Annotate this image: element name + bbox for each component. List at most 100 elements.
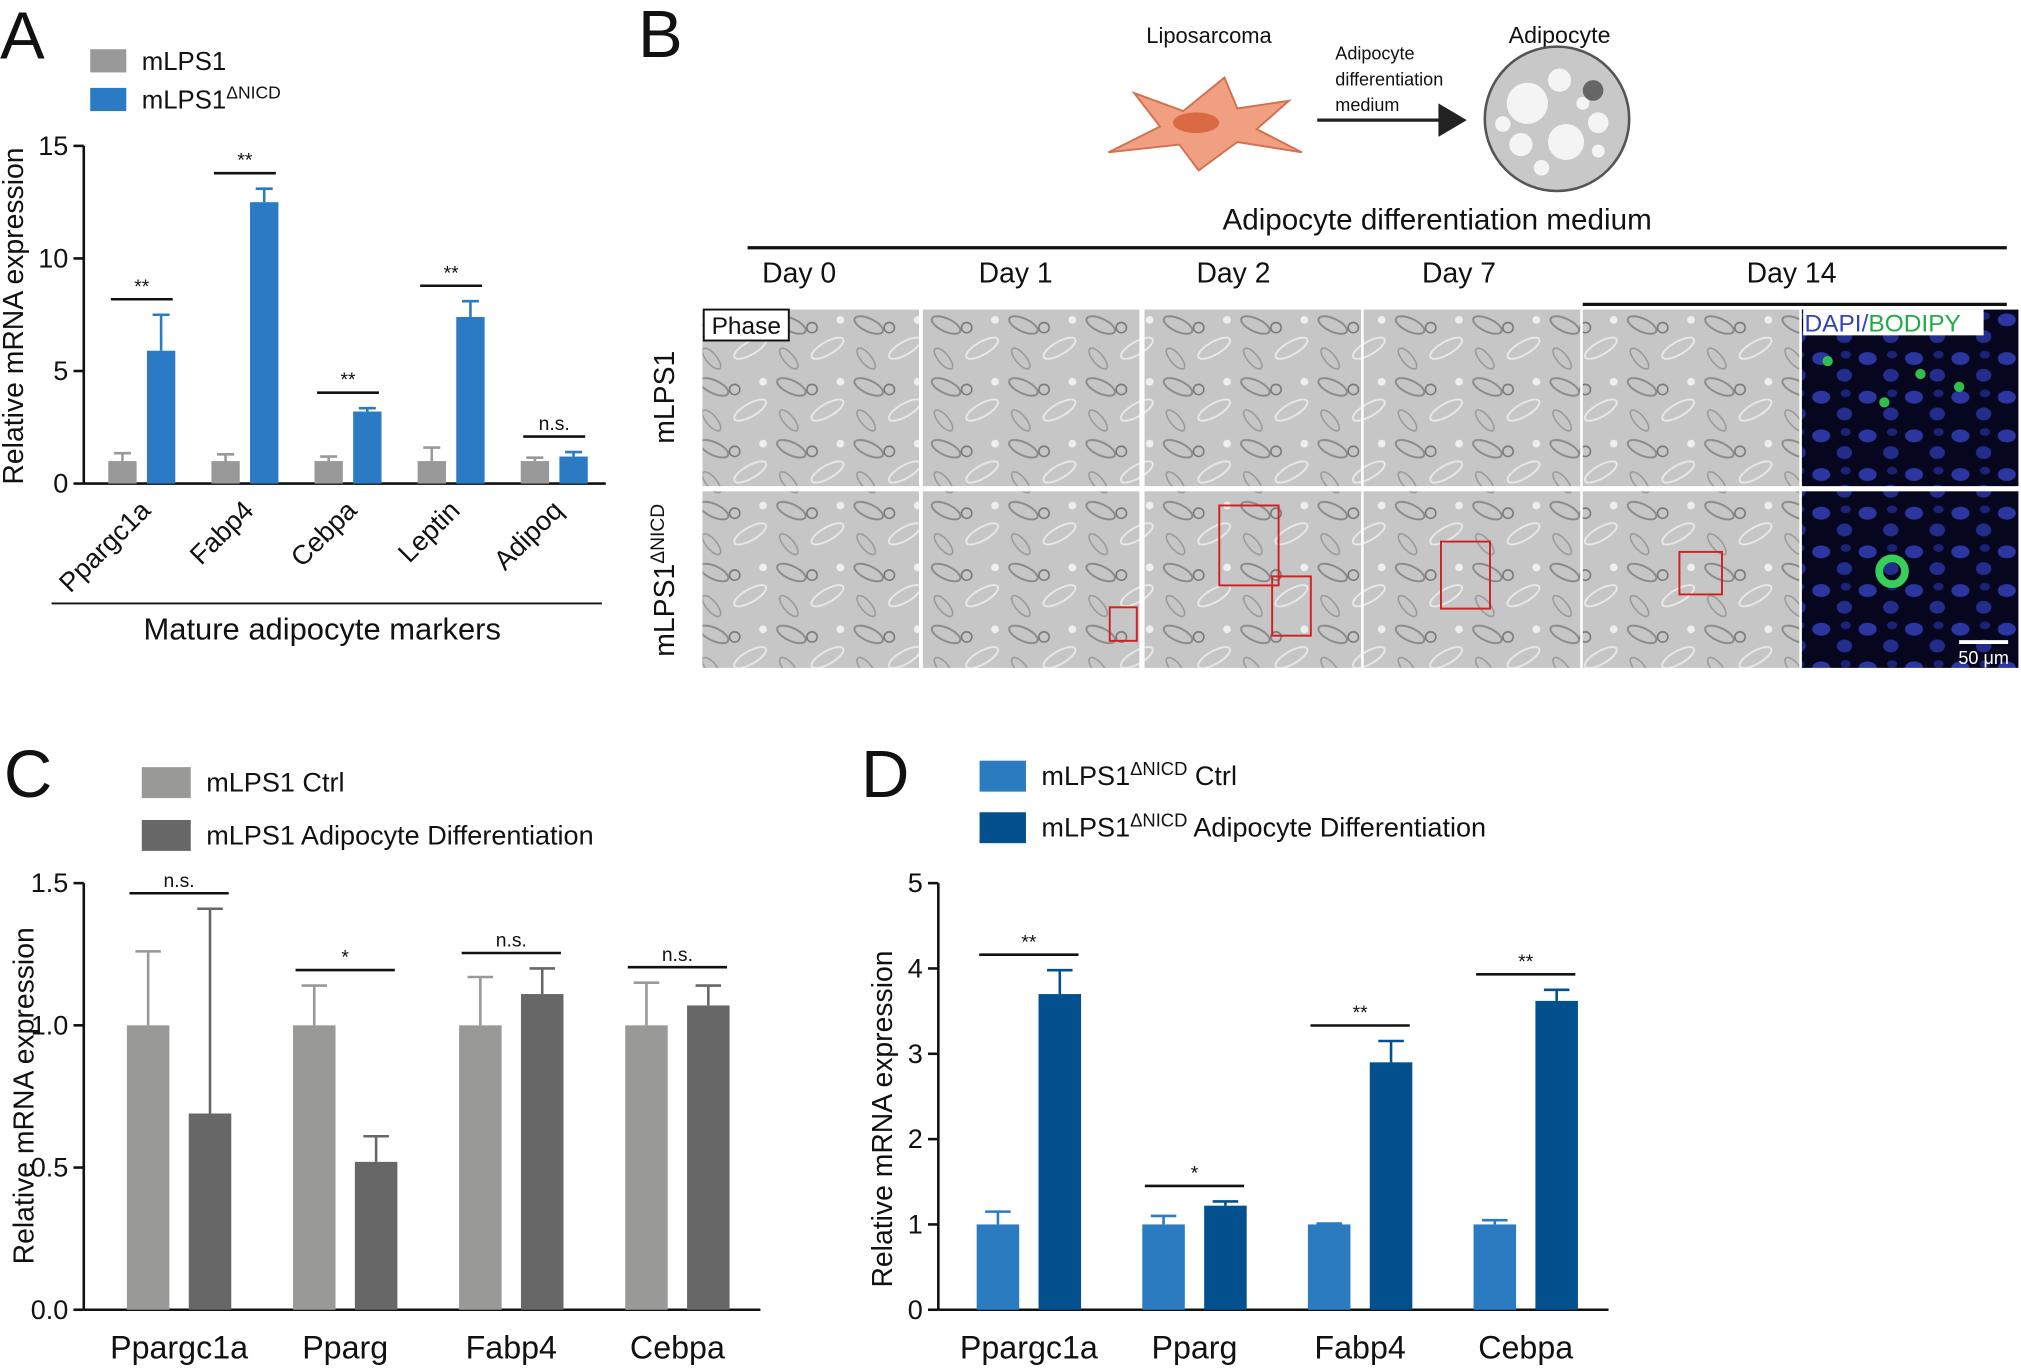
legend-swatch bbox=[979, 760, 1026, 792]
y-tick-label: 3 bbox=[908, 1039, 923, 1069]
x-tick-label: Fabp4 bbox=[466, 1330, 557, 1366]
bar bbox=[211, 461, 240, 484]
bar bbox=[250, 202, 279, 484]
row-label: mLPS1 bbox=[649, 351, 681, 444]
error-bar bbox=[113, 451, 131, 462]
micrographs bbox=[702, 309, 2019, 668]
y-tick-label: 1.0 bbox=[31, 1010, 69, 1040]
significance-label: ** bbox=[444, 263, 460, 284]
bodipy-spot bbox=[1915, 368, 1926, 380]
bar bbox=[126, 1025, 170, 1310]
roi-box bbox=[1271, 575, 1312, 637]
legend-swatch bbox=[90, 49, 127, 73]
bar bbox=[108, 461, 137, 484]
day-label: Day 14 bbox=[1747, 258, 1837, 290]
bar bbox=[687, 1005, 730, 1310]
bodipy-spot bbox=[1879, 397, 1890, 408]
y-tick-label: 0 bbox=[908, 1295, 923, 1325]
bar bbox=[625, 1025, 668, 1310]
significance-label: n.s. bbox=[662, 945, 693, 966]
legend-label: mLPS1 bbox=[142, 48, 227, 76]
x-tick-label: Cebpa bbox=[630, 1330, 725, 1366]
bar bbox=[1535, 1000, 1578, 1310]
fluorescence-image bbox=[1801, 309, 2019, 487]
bar bbox=[459, 1025, 502, 1310]
bar bbox=[976, 1224, 1020, 1310]
bar bbox=[1369, 1062, 1413, 1310]
day-label: Day 2 bbox=[1196, 258, 1270, 290]
significance-label: n.s. bbox=[496, 931, 527, 952]
y-tick-label: 0.5 bbox=[31, 1153, 69, 1183]
lipid-droplets bbox=[1495, 68, 1609, 176]
legend-label: mLPS1ΔNICD Ctrl bbox=[1041, 758, 1237, 792]
significance-label: ** bbox=[134, 277, 150, 298]
roi-box bbox=[1218, 504, 1280, 587]
phase-image bbox=[1144, 491, 1362, 668]
error-bar bbox=[1543, 988, 1570, 1001]
error-bar bbox=[363, 1134, 389, 1162]
error-bar bbox=[301, 984, 328, 1026]
roi-box bbox=[1678, 550, 1723, 596]
error-bar bbox=[1212, 1200, 1239, 1206]
bar bbox=[1142, 1224, 1185, 1310]
superscript: ΔNICD bbox=[648, 504, 669, 564]
phase-image bbox=[922, 309, 1140, 487]
x-tick-label: Pparg bbox=[1151, 1330, 1237, 1366]
bar bbox=[314, 461, 343, 484]
legend-swatch bbox=[979, 812, 1026, 844]
y-axis-label: Relative mRNA expression bbox=[9, 927, 41, 1264]
x-tick-label: Leptin bbox=[392, 495, 465, 568]
x-tick-label: Fabp4 bbox=[1314, 1330, 1405, 1366]
bar bbox=[1307, 1224, 1351, 1310]
x-tick-label: Fabp4 bbox=[184, 495, 259, 570]
bar bbox=[559, 456, 588, 484]
error-bar bbox=[217, 453, 235, 462]
scale-label: 50 μm bbox=[1958, 648, 2008, 668]
significance-label: ** bbox=[237, 151, 253, 172]
roi-box bbox=[1440, 540, 1491, 610]
error-bar bbox=[461, 299, 479, 317]
bar bbox=[1038, 994, 1082, 1310]
legend-label: mLPS1 Adipocyte Differentiation bbox=[206, 820, 593, 850]
fluorescence-image bbox=[1801, 491, 2019, 668]
stain-label: DAPI/BODIPY bbox=[1804, 310, 1960, 337]
y-tick-label: 5 bbox=[53, 356, 68, 386]
superscript: ΔNICD bbox=[226, 83, 281, 103]
phase-image bbox=[1363, 309, 1581, 487]
phase-box bbox=[702, 308, 790, 342]
significance-label: ** bbox=[340, 370, 356, 391]
y-axis-label: Relative mRNA expression bbox=[0, 147, 30, 484]
x-tick-label: Ppargc1a bbox=[53, 494, 157, 598]
target-label: Adipocyte bbox=[1509, 22, 1611, 48]
error-bar bbox=[1378, 1039, 1404, 1063]
phase-image bbox=[922, 491, 1140, 668]
row-label: mLPS1ΔNICD bbox=[648, 504, 682, 657]
significance-label: * bbox=[341, 948, 349, 969]
bar bbox=[1473, 1224, 1517, 1310]
superscript: ΔNICD bbox=[1130, 758, 1187, 779]
day-label: Day 7 bbox=[1422, 258, 1496, 290]
x-tick-label: Cebpa bbox=[1478, 1330, 1573, 1366]
bar bbox=[292, 1025, 336, 1310]
stain-bodipy: BODIPY bbox=[1868, 310, 1960, 337]
y-tick-label: 15 bbox=[38, 131, 68, 161]
phase-image bbox=[1582, 309, 1800, 487]
error-bar bbox=[1047, 968, 1073, 995]
panel-b: B Liposarcoma Adipocyte differentiation … bbox=[638, 0, 2019, 668]
legend-label: mLPS1ΔNICD Adipocyte Differentiation bbox=[1041, 809, 1486, 843]
bodipy-spot bbox=[1875, 554, 1909, 588]
y-tick-label: 0.0 bbox=[31, 1295, 69, 1325]
x-tick-label: Ppargc1a bbox=[960, 1330, 1098, 1366]
panel-label: D bbox=[861, 737, 909, 812]
significance-label: ** bbox=[1353, 1003, 1369, 1024]
x-tick-label: Adipoq bbox=[488, 495, 569, 576]
day-label: Day 1 bbox=[979, 258, 1053, 290]
y-tick-label: 0 bbox=[53, 469, 68, 499]
panel-label: C bbox=[4, 737, 52, 812]
bar bbox=[353, 411, 382, 484]
legend-swatch bbox=[141, 819, 191, 851]
phase-image bbox=[1582, 491, 1800, 668]
error-bar bbox=[529, 967, 555, 995]
